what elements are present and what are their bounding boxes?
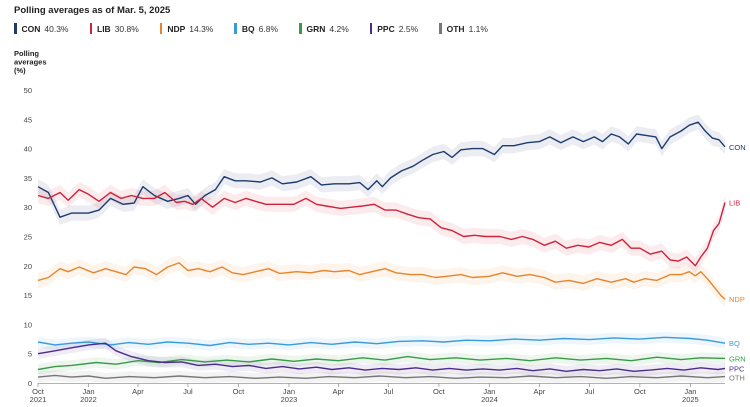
legend-item-ppc: PPC 2.5% xyxy=(369,23,419,34)
y-tick-label: 40 xyxy=(24,145,32,154)
x-tick-year-label: 2021 xyxy=(30,395,47,404)
series-band-ppc xyxy=(38,337,725,377)
legend-series-name: LIB xyxy=(97,23,111,34)
x-tick-label: Oct xyxy=(634,387,647,396)
x-tick-year-label: 2024 xyxy=(481,395,498,404)
x-tick-label: Jan xyxy=(283,387,295,396)
series-end-label-oth: OTH xyxy=(729,373,745,382)
y-tick-label: 15 xyxy=(24,291,32,300)
y-axis-label: Polling xyxy=(14,49,39,58)
legend-series-name: OTH xyxy=(446,23,465,34)
x-tick-label: Jan xyxy=(82,387,94,396)
x-tick-label: Apr xyxy=(132,387,144,396)
series-line-bq xyxy=(37,336,726,347)
legend-item-oth: OTH 1.1% xyxy=(439,23,488,34)
y-tick-label: 25 xyxy=(24,233,32,242)
chart-title: Polling averages as of Mar. 5, 2025 xyxy=(14,5,171,16)
series-band-lib xyxy=(38,182,725,274)
legend-series-value: 2.5% xyxy=(398,23,419,34)
legend-series-name: GRN xyxy=(306,23,326,34)
series-line-oth xyxy=(37,374,726,379)
x-tick-year-label: 2022 xyxy=(80,395,97,404)
y-tick-label: 10 xyxy=(24,320,32,329)
legend-item-lib: LIB 30.8% xyxy=(89,23,139,34)
series-line-ppc xyxy=(37,342,726,372)
y-tick-label: 30 xyxy=(24,203,32,212)
legend-series-name: PPC xyxy=(377,23,395,34)
legend-item-ndp: NDP 14.3% xyxy=(159,23,214,34)
legend-swatch xyxy=(439,23,442,34)
x-tick-label: Jan xyxy=(684,387,696,396)
series-end-label-bq: BQ xyxy=(729,339,740,348)
x-tick-year-label: 2023 xyxy=(281,395,298,404)
legend-series-value: 6.8% xyxy=(258,23,278,34)
series-end-label-ppc: PPC xyxy=(729,364,745,373)
legend-series-value: 4.2% xyxy=(329,23,349,34)
legend-series-value: 14.3% xyxy=(189,23,214,34)
legend-series-value: 40.3% xyxy=(44,23,69,34)
x-tick-year-label: 2025 xyxy=(682,395,699,404)
x-tick-label: Jul xyxy=(585,387,595,396)
x-tick-label: Oct xyxy=(433,387,446,396)
series-band-bq xyxy=(38,332,725,351)
y-tick-label: 5 xyxy=(28,350,32,359)
legend-swatch xyxy=(299,23,302,34)
x-tick-label: Jul xyxy=(384,387,394,396)
series-line-lib xyxy=(37,188,726,267)
series-line-ndp xyxy=(37,262,726,300)
y-tick-label: 45 xyxy=(24,115,32,124)
y-axis-label: (%) xyxy=(14,66,26,75)
series-line-grn xyxy=(37,355,726,371)
legend-series-value: 30.8% xyxy=(114,23,139,34)
y-tick-label: 50 xyxy=(24,86,32,95)
x-tick-label: Oct xyxy=(233,387,246,396)
series-band-grn xyxy=(38,351,725,375)
y-tick-label: 0 xyxy=(28,379,32,388)
legend-swatch xyxy=(159,23,163,34)
x-tick-label: Apr xyxy=(333,387,345,396)
x-tick-label: Oct xyxy=(32,387,45,396)
legend-swatch xyxy=(369,23,373,34)
series-band-con xyxy=(38,114,725,225)
x-tick-label: Jul xyxy=(183,387,193,396)
series-end-label-ndp: NDP xyxy=(729,295,745,304)
legend-series-name: BQ xyxy=(241,23,255,34)
series-line-con xyxy=(37,121,726,218)
x-tick-label: Jan xyxy=(483,387,495,396)
legend-swatch xyxy=(89,23,92,34)
legend-series-name: NDP xyxy=(167,23,186,34)
series-band-ndp xyxy=(38,255,725,307)
legend-series-name: CON xyxy=(21,23,41,34)
legend-item-con: CON 40.3% xyxy=(14,23,69,34)
legend-item-grn: GRN 4.2% xyxy=(299,23,349,34)
legend-swatch xyxy=(14,23,17,34)
legend: CON 40.3% LIB 30.8% NDP 14.3% BQ 6.8% GRN 4.2% PPC… xyxy=(14,23,509,34)
x-tick-label: Apr xyxy=(534,387,546,396)
legend-swatch xyxy=(234,23,237,34)
y-tick-label: 35 xyxy=(24,174,32,183)
y-tick-label: 20 xyxy=(24,262,32,271)
series-end-label-lib: LIB xyxy=(729,199,740,208)
series-end-label-grn: GRN xyxy=(729,354,746,363)
legend-series-value: 1.1% xyxy=(468,23,488,34)
legend-item-bq: BQ 6.8% xyxy=(234,23,278,34)
y-axis-label: averages xyxy=(14,58,47,67)
series-end-label-con: CON xyxy=(729,143,746,152)
